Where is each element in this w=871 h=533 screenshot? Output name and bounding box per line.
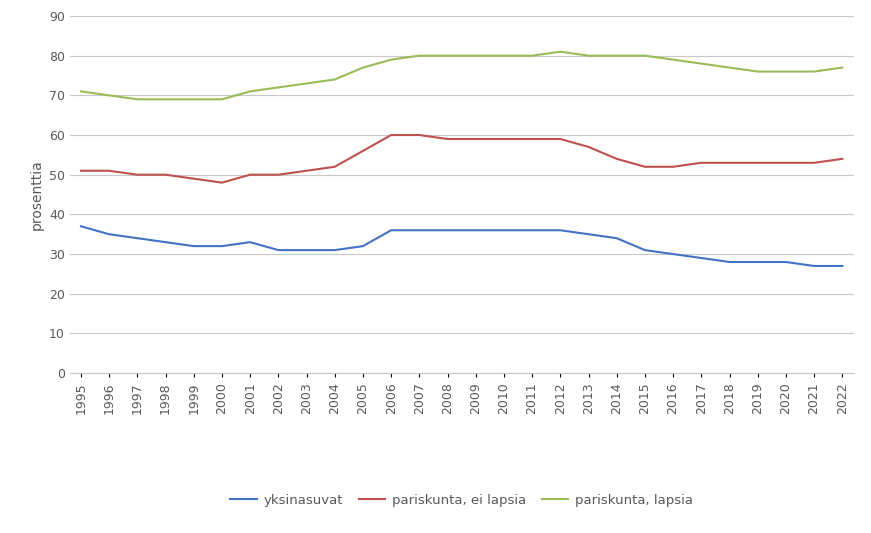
yksinasuvat: [273, 247, 284, 253]
yksinasuvat: [499, 227, 510, 233]
pariskunta, lapsia: [301, 80, 312, 87]
yksinasuvat: [611, 235, 622, 241]
pariskunta, ei lapsia: [301, 167, 312, 174]
pariskunta, lapsia: [668, 56, 679, 63]
pariskunta, lapsia: [442, 52, 453, 59]
yksinasuvat: [217, 243, 227, 249]
pariskunta, ei lapsia: [696, 159, 706, 166]
yksinasuvat: [301, 247, 312, 253]
pariskunta, ei lapsia: [499, 136, 510, 142]
yksinasuvat: [527, 227, 537, 233]
pariskunta, ei lapsia: [725, 159, 735, 166]
pariskunta, lapsia: [386, 56, 396, 63]
pariskunta, ei lapsia: [329, 164, 340, 170]
pariskunta, lapsia: [809, 68, 820, 75]
yksinasuvat: [753, 259, 763, 265]
pariskunta, ei lapsia: [584, 144, 594, 150]
pariskunta, lapsia: [611, 52, 622, 59]
yksinasuvat: [809, 263, 820, 269]
yksinasuvat: [188, 243, 199, 249]
pariskunta, ei lapsia: [753, 159, 763, 166]
pariskunta, ei lapsia: [245, 172, 255, 178]
pariskunta, ei lapsia: [273, 172, 284, 178]
pariskunta, lapsia: [188, 96, 199, 102]
yksinasuvat: [358, 243, 368, 249]
pariskunta, lapsia: [499, 52, 510, 59]
pariskunta, lapsia: [329, 76, 340, 83]
pariskunta, ei lapsia: [837, 156, 847, 162]
pariskunta, ei lapsia: [639, 164, 650, 170]
Line: pariskunta, ei lapsia: pariskunta, ei lapsia: [81, 135, 842, 183]
yksinasuvat: [442, 227, 453, 233]
pariskunta, lapsia: [76, 88, 86, 94]
yksinasuvat: [76, 223, 86, 230]
yksinasuvat: [470, 227, 481, 233]
pariskunta, ei lapsia: [442, 136, 453, 142]
pariskunta, ei lapsia: [160, 172, 171, 178]
pariskunta, lapsia: [837, 64, 847, 71]
pariskunta, ei lapsia: [104, 167, 114, 174]
pariskunta, lapsia: [132, 96, 143, 102]
pariskunta, lapsia: [555, 49, 565, 55]
pariskunta, ei lapsia: [780, 159, 791, 166]
yksinasuvat: [329, 247, 340, 253]
yksinasuvat: [160, 239, 171, 245]
pariskunta, lapsia: [696, 60, 706, 67]
pariskunta, lapsia: [104, 92, 114, 99]
pariskunta, lapsia: [584, 52, 594, 59]
yksinasuvat: [414, 227, 424, 233]
pariskunta, ei lapsia: [76, 167, 86, 174]
pariskunta, ei lapsia: [386, 132, 396, 138]
pariskunta, ei lapsia: [611, 156, 622, 162]
yksinasuvat: [555, 227, 565, 233]
pariskunta, lapsia: [639, 52, 650, 59]
yksinasuvat: [104, 231, 114, 237]
pariskunta, ei lapsia: [470, 136, 481, 142]
Legend: yksinasuvat, pariskunta, ei lapsia, pariskunta, lapsia: yksinasuvat, pariskunta, ei lapsia, pari…: [231, 494, 692, 507]
yksinasuvat: [725, 259, 735, 265]
pariskunta, lapsia: [358, 64, 368, 71]
pariskunta, lapsia: [273, 84, 284, 91]
pariskunta, lapsia: [753, 68, 763, 75]
pariskunta, lapsia: [245, 88, 255, 94]
pariskunta, lapsia: [470, 52, 481, 59]
pariskunta, ei lapsia: [358, 148, 368, 154]
pariskunta, lapsia: [217, 96, 227, 102]
pariskunta, ei lapsia: [555, 136, 565, 142]
Line: pariskunta, lapsia: pariskunta, lapsia: [81, 52, 842, 99]
yksinasuvat: [668, 251, 679, 257]
pariskunta, lapsia: [160, 96, 171, 102]
pariskunta, ei lapsia: [217, 180, 227, 186]
pariskunta, lapsia: [414, 52, 424, 59]
Y-axis label: prosenttia: prosenttia: [30, 159, 44, 230]
pariskunta, ei lapsia: [668, 164, 679, 170]
pariskunta, ei lapsia: [132, 172, 143, 178]
yksinasuvat: [245, 239, 255, 245]
pariskunta, lapsia: [725, 64, 735, 71]
yksinasuvat: [639, 247, 650, 253]
yksinasuvat: [584, 231, 594, 237]
yksinasuvat: [386, 227, 396, 233]
pariskunta, ei lapsia: [527, 136, 537, 142]
yksinasuvat: [696, 255, 706, 261]
yksinasuvat: [780, 259, 791, 265]
pariskunta, ei lapsia: [414, 132, 424, 138]
yksinasuvat: [132, 235, 143, 241]
pariskunta, lapsia: [780, 68, 791, 75]
pariskunta, lapsia: [527, 52, 537, 59]
yksinasuvat: [837, 263, 847, 269]
pariskunta, ei lapsia: [809, 159, 820, 166]
pariskunta, ei lapsia: [188, 175, 199, 182]
Line: yksinasuvat: yksinasuvat: [81, 227, 842, 266]
